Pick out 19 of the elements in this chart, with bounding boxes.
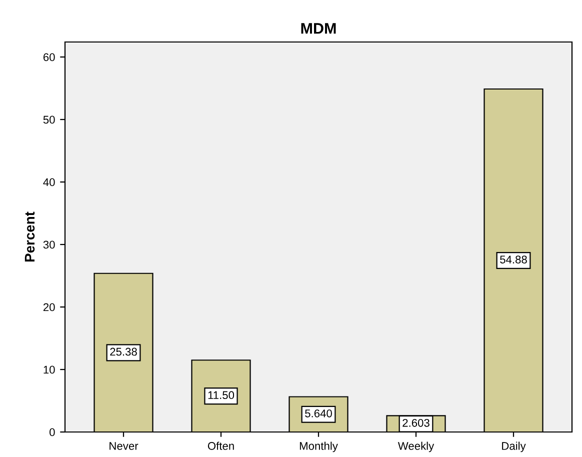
x-tick-label: Weekly [398, 442, 434, 452]
data-label: 25.38 [110, 348, 137, 356]
y-axis-title: Percent [24, 212, 35, 262]
x-tick-label: Often [208, 442, 234, 450]
y-tick-label: 50 [43, 116, 55, 124]
y-tick-label: 60 [43, 53, 55, 62]
data-label: 2.603 [402, 418, 430, 427]
x-tick-label: Never [110, 442, 138, 450]
data-label: 11.50 [208, 391, 234, 400]
y-tick-label: 30 [43, 240, 55, 249]
data-label: 5.640 [305, 409, 332, 418]
y-tick-label: 10 [44, 366, 55, 374]
x-tick-label: Daily [502, 442, 526, 452]
data-label: 54.88 [500, 256, 527, 264]
x-tick-label: Monthly [300, 442, 338, 452]
y-tick-label: 20 [43, 303, 55, 312]
y-tick-label: 0 [50, 428, 55, 436]
y-tick-label: 40 [43, 178, 55, 186]
chart-title: MDM [301, 23, 336, 34]
